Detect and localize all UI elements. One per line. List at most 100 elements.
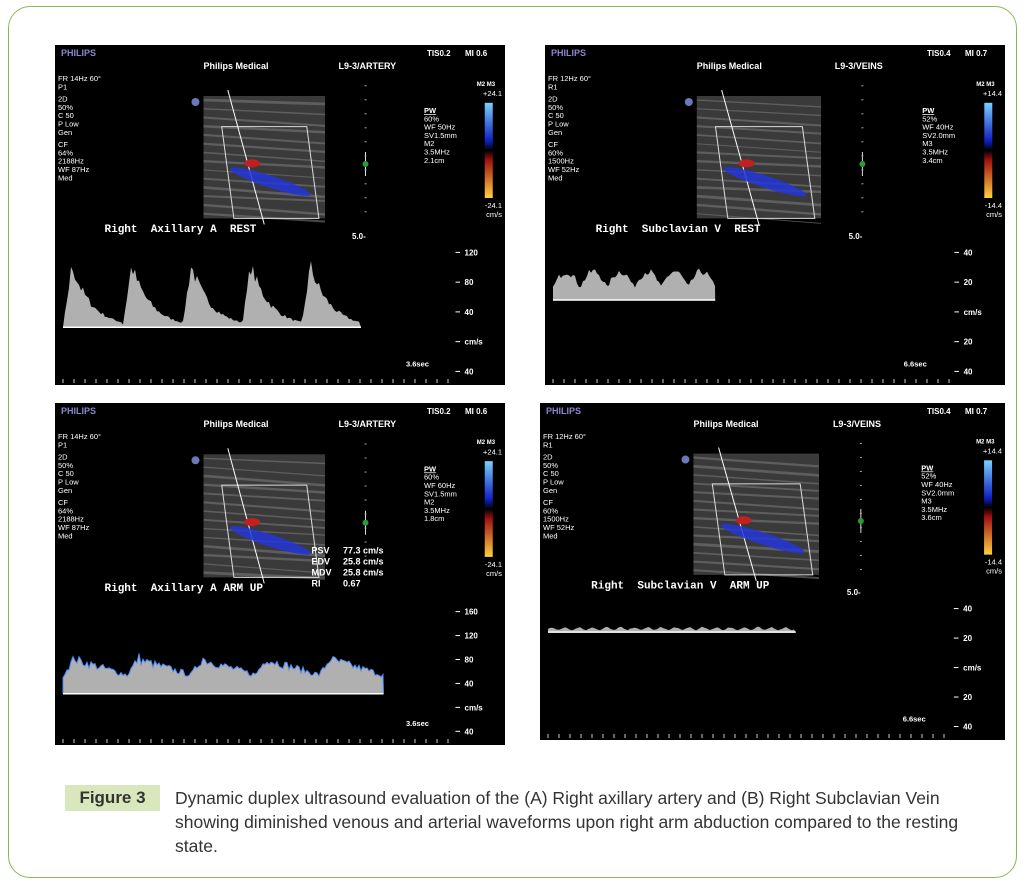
- depth: 5.0-: [847, 588, 861, 597]
- time-label: 6.6sec: [904, 359, 927, 368]
- scale-label: 40: [963, 723, 972, 732]
- probe-marker: [192, 456, 200, 464]
- scale-label: cm/s: [465, 338, 484, 347]
- scan-param: Med: [58, 531, 73, 540]
- gate-dot: [858, 518, 864, 524]
- probe-marker: [192, 98, 200, 106]
- page: {"figure": { "panels": [ {"brand": "PHIL…: [0, 0, 1027, 886]
- maker: Philips Medical: [693, 419, 758, 429]
- ultrasound-image: PHILIPSTIS0.4MI 0.7Philips MedicalL9-3/V…: [545, 45, 1005, 385]
- scale-label: 80: [465, 656, 474, 665]
- tis: TIS0.2: [427, 407, 451, 416]
- gate-dot: [363, 161, 369, 167]
- scale-label: 40: [964, 248, 973, 257]
- ultrasound-image: PHILIPS TIS0.4 MI 0.7 Philips Medical L9-3/V…: [540, 403, 1005, 740]
- scale-label: 40: [465, 308, 474, 317]
- color-bar: [485, 103, 493, 198]
- scale-label: 160: [465, 608, 479, 617]
- ultrasound-panel: PHILIPSTIS0.4MI 0.7Philips MedicalL9-3/V…: [545, 45, 1005, 385]
- maker: Philips Medical: [204, 61, 269, 71]
- bar-bottom: -14.4: [985, 558, 1002, 567]
- measure-name: MDV: [312, 567, 332, 577]
- scale-label: 40: [964, 367, 973, 376]
- pw-param: 2.1cm: [424, 156, 444, 165]
- pw-param: 3.6cm: [921, 513, 941, 522]
- measure-value: 77.3 cm/s: [343, 545, 384, 555]
- scale-label: 20: [963, 693, 972, 702]
- ultrasound-image: PHILIPS TIS0.2 MI 0.6 Philips Medical L9-3/A…: [55, 45, 505, 385]
- spectral-waveform: [553, 268, 715, 300]
- bar-unit: cm/s: [986, 210, 1002, 219]
- probe: L9-3/VEINS: [835, 61, 883, 71]
- color-bar: [984, 460, 992, 554]
- bar-top: +24.1: [483, 89, 502, 98]
- scan-param: Med: [548, 173, 563, 182]
- scale-label: 40: [465, 679, 474, 688]
- brand: PHILIPS: [551, 48, 586, 58]
- ultrasound-image: PHILIPS TIS0.2 MI 0.6 Philips Medical L9-3/A…: [55, 403, 505, 745]
- time-label: 6.6sec: [903, 714, 926, 723]
- site-label: Right Axillary A ARM UP: [105, 583, 264, 595]
- scale-label: 20: [963, 634, 972, 643]
- scale-label: cm/s: [964, 308, 983, 317]
- probe-marker: [681, 456, 689, 464]
- scale-label: 20: [964, 338, 973, 347]
- ultrasound-panel: PHILIPS TIS0.2 MI 0.6 Philips Medical L9-3/A…: [55, 403, 505, 745]
- ultrasound-panel: PHILIPS TIS0.4 MI 0.7 Philips Medical L9-3/V…: [540, 403, 1005, 740]
- probe: L9-3/ARTERY: [339, 61, 397, 71]
- site-label: Right Subclavian V REST: [596, 224, 761, 236]
- color-bar: [984, 103, 992, 198]
- tis: TIS0.4: [927, 407, 951, 416]
- bar-mode: M2 M3: [477, 82, 496, 88]
- mi: MI 0.7: [965, 49, 988, 58]
- mi: MI 0.7: [965, 407, 988, 416]
- spectral-waveform: [63, 653, 384, 693]
- scale-label: 120: [465, 632, 479, 641]
- pw-param: 3.4cm: [922, 156, 942, 165]
- scale-label: cm/s: [465, 703, 484, 712]
- color-bar: [485, 461, 493, 557]
- bar-mode: M2 M3: [976, 82, 995, 88]
- bar-bottom: -14.4: [985, 201, 1002, 210]
- vessel-flow: [244, 159, 260, 167]
- measure-value: 25.8 cm/s: [343, 556, 384, 566]
- ultrasound-panel: PHILIPS TIS0.2 MI 0.6 Philips Medical L9-3/A…: [55, 45, 505, 385]
- scan-param: R1: [548, 82, 558, 91]
- time-label: 3.6sec: [406, 719, 429, 728]
- measure-value: 0.67: [343, 578, 361, 588]
- scale-label: 40: [963, 605, 972, 614]
- bar-top: +14.4: [983, 89, 1002, 98]
- measure-name: RI: [312, 578, 321, 588]
- probe: L9-3/VEINS: [833, 419, 881, 429]
- bar-unit: cm/s: [486, 210, 502, 219]
- vessel-flow: [738, 159, 754, 167]
- mi: MI 0.6: [465, 407, 488, 416]
- bar-mode: M2 M3: [976, 439, 995, 445]
- spectral-waveform: [548, 627, 796, 633]
- scan-param: P1: [58, 440, 67, 449]
- time-label: 3.6sec: [406, 359, 429, 368]
- gate-dot: [363, 520, 369, 526]
- maker: Philips Medical: [697, 61, 762, 71]
- scan-param: Gen: [58, 128, 72, 137]
- brand: PHILIPS: [61, 406, 96, 416]
- maker: Philips Medical: [204, 419, 269, 429]
- bar-unit: cm/s: [486, 569, 502, 578]
- tis: TIS0.2: [427, 49, 451, 58]
- mi: MI 0.6: [465, 49, 488, 58]
- bar-top: +24.1: [483, 447, 502, 456]
- spectral-waveform: [63, 261, 361, 327]
- brand: PHILIPS: [546, 406, 581, 416]
- scale-label: cm/s: [963, 664, 982, 673]
- probe: L9-3/ARTERY: [339, 419, 397, 429]
- measure-name: EDV: [312, 556, 331, 566]
- pw-param: 1.8cm: [424, 514, 444, 523]
- scan-param: Gen: [548, 128, 562, 137]
- scale-label: 20: [964, 278, 973, 287]
- scan-param: P1: [58, 82, 67, 91]
- brand: PHILIPS: [61, 48, 96, 58]
- scan-param: R1: [543, 440, 553, 449]
- measure-value: 25.8 cm/s: [343, 567, 384, 577]
- scan-param: Gen: [543, 486, 557, 495]
- figure-label: Figure 3: [65, 785, 160, 811]
